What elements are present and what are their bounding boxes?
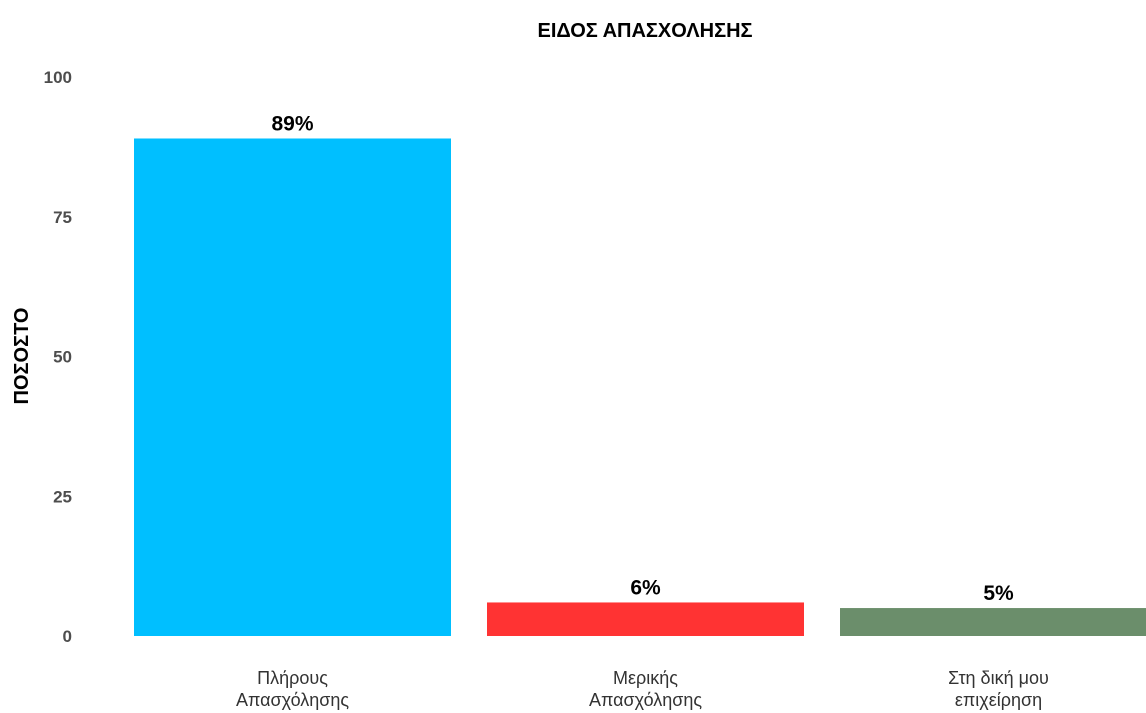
data-label: 89%: [271, 112, 313, 135]
y-tick-label: 0: [63, 627, 72, 646]
data-label: 5%: [983, 582, 1014, 605]
bar: [487, 602, 804, 636]
x-axis-categories: ΠλήρουςΑπασχόλησηςΜερικήςΑπασχόλησηςΣτη …: [236, 668, 1049, 710]
x-category-label: Απασχόλησης: [236, 690, 349, 710]
y-tick-label: 100: [44, 68, 72, 87]
x-category-label: επιχείρηση: [955, 690, 1042, 710]
bar: [134, 138, 451, 637]
x-category-label: Απασχόλησης: [589, 690, 702, 710]
bars: [134, 138, 1146, 637]
y-tick-label: 50: [53, 348, 72, 367]
y-axis-ticks: 0 25 50 75 100: [44, 68, 72, 646]
bar: [840, 608, 1146, 636]
y-tick-label: 75: [53, 208, 72, 227]
chart-title: ΕΙΔΟΣ ΑΠΑΣΧΟΛΗΣΗΣ: [537, 20, 752, 42]
x-category-label: Στη δική μου: [948, 668, 1049, 688]
data-labels: 89% 6% 5%: [271, 112, 1014, 605]
x-category-label: Πλήρους: [257, 668, 328, 688]
data-label: 6%: [630, 576, 661, 599]
x-category-label: Μερικής: [613, 668, 678, 688]
y-axis-label: ΠΟΣΟΣΤΟ: [11, 308, 33, 405]
y-tick-label: 25: [53, 487, 72, 506]
